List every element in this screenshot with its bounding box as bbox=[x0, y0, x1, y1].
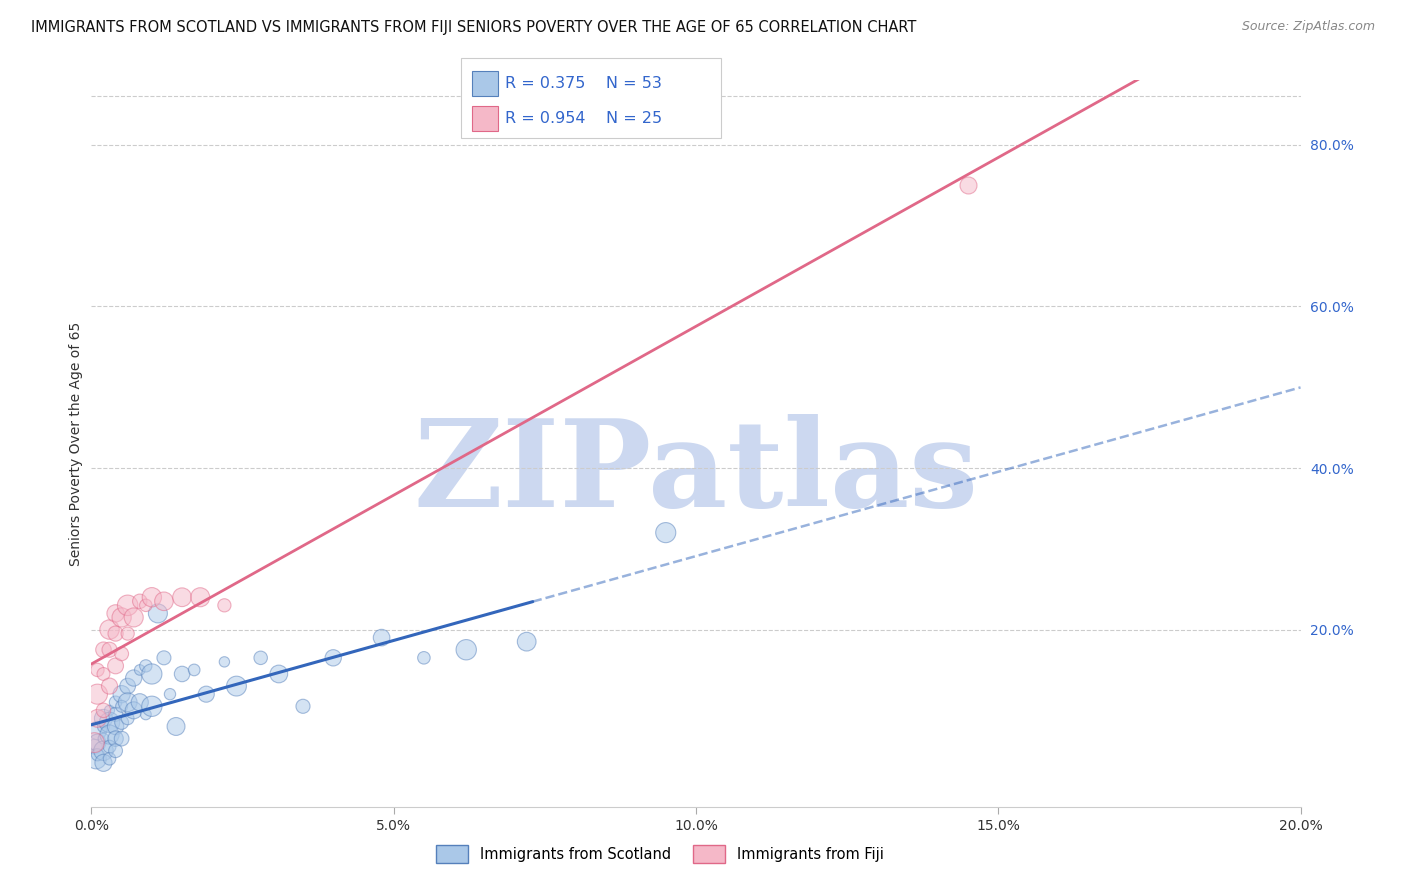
Point bbox=[98, 752, 121, 766]
Point bbox=[93, 642, 115, 657]
Text: Source: ZipAtlas.com: Source: ZipAtlas.com bbox=[1241, 20, 1375, 33]
Point bbox=[86, 687, 108, 701]
Point bbox=[141, 591, 163, 605]
Point bbox=[93, 711, 115, 725]
Y-axis label: Seniors Poverty Over the Age of 65: Seniors Poverty Over the Age of 65 bbox=[69, 322, 83, 566]
Text: R = 0.954    N = 25: R = 0.954 N = 25 bbox=[505, 111, 662, 126]
Point bbox=[172, 591, 194, 605]
Point bbox=[322, 650, 344, 665]
Point bbox=[128, 594, 150, 608]
Point bbox=[135, 659, 157, 673]
Point bbox=[104, 719, 127, 733]
Point bbox=[104, 731, 127, 746]
Point bbox=[104, 659, 127, 673]
Point bbox=[188, 591, 211, 605]
Point bbox=[117, 695, 139, 709]
Point bbox=[86, 723, 108, 738]
Point bbox=[135, 599, 157, 613]
Point bbox=[98, 703, 121, 717]
Point bbox=[135, 707, 157, 722]
Point bbox=[83, 739, 105, 754]
Point bbox=[117, 711, 139, 725]
Point bbox=[516, 634, 538, 648]
Point bbox=[98, 728, 121, 742]
Point bbox=[104, 695, 127, 709]
Point bbox=[141, 667, 163, 681]
Point bbox=[86, 747, 108, 762]
Point bbox=[93, 731, 115, 746]
Point bbox=[86, 736, 108, 750]
Legend: Immigrants from Scotland, Immigrants from Fiji: Immigrants from Scotland, Immigrants fro… bbox=[430, 839, 889, 869]
Point bbox=[104, 744, 127, 758]
Point bbox=[370, 631, 392, 645]
Point bbox=[98, 715, 121, 730]
Point bbox=[153, 594, 176, 608]
Point bbox=[111, 731, 132, 746]
Point bbox=[128, 695, 150, 709]
Point bbox=[111, 647, 132, 661]
Point bbox=[956, 178, 979, 193]
Point bbox=[93, 756, 115, 770]
Point bbox=[84, 752, 107, 766]
Point bbox=[122, 703, 145, 717]
Point bbox=[292, 699, 315, 714]
Point bbox=[86, 663, 108, 677]
Text: ZIPatlas: ZIPatlas bbox=[413, 414, 979, 532]
Point bbox=[195, 687, 218, 701]
Point bbox=[111, 715, 132, 730]
Point bbox=[111, 699, 132, 714]
Point bbox=[117, 679, 139, 693]
Point bbox=[172, 667, 194, 681]
Point bbox=[456, 642, 478, 657]
Point bbox=[153, 650, 176, 665]
Point bbox=[159, 687, 181, 701]
Point bbox=[104, 626, 127, 640]
Point bbox=[104, 707, 127, 722]
Point bbox=[122, 671, 145, 685]
Point bbox=[654, 525, 676, 540]
Point bbox=[93, 703, 115, 717]
Point bbox=[86, 711, 108, 725]
Point bbox=[413, 650, 436, 665]
Point bbox=[141, 699, 163, 714]
Point bbox=[98, 642, 121, 657]
Point bbox=[98, 679, 121, 693]
Point bbox=[214, 655, 236, 669]
Point bbox=[122, 610, 145, 624]
Point bbox=[267, 667, 290, 681]
Point bbox=[111, 610, 132, 624]
Point bbox=[83, 736, 105, 750]
Point bbox=[146, 607, 169, 621]
Point bbox=[93, 719, 115, 733]
Point bbox=[93, 667, 115, 681]
Point bbox=[128, 663, 150, 677]
Point bbox=[104, 607, 127, 621]
Point bbox=[111, 687, 132, 701]
Point bbox=[93, 744, 115, 758]
Text: IMMIGRANTS FROM SCOTLAND VS IMMIGRANTS FROM FIJI SENIORS POVERTY OVER THE AGE OF: IMMIGRANTS FROM SCOTLAND VS IMMIGRANTS F… bbox=[31, 20, 917, 35]
Point bbox=[117, 599, 139, 613]
Text: R = 0.375    N = 53: R = 0.375 N = 53 bbox=[505, 76, 662, 91]
Point bbox=[165, 719, 187, 733]
Point bbox=[214, 599, 236, 613]
Point bbox=[225, 679, 247, 693]
Point bbox=[98, 623, 121, 637]
Point bbox=[183, 663, 205, 677]
Point bbox=[117, 626, 139, 640]
Point bbox=[98, 739, 121, 754]
Point bbox=[249, 650, 271, 665]
